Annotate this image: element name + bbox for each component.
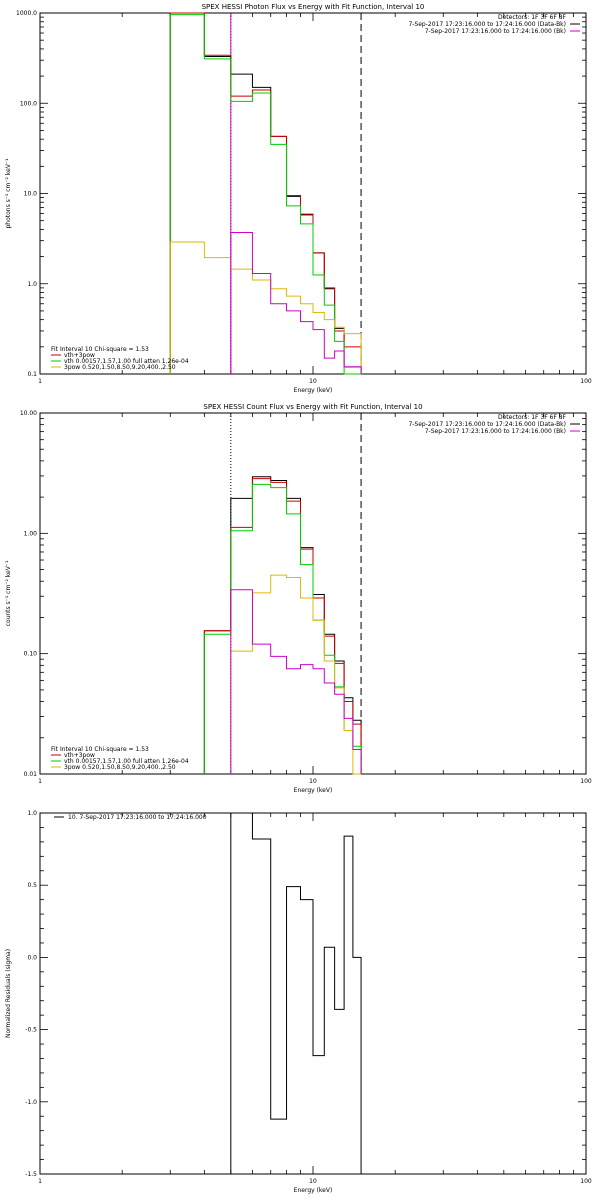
y-tick-label: 1.0 (27, 281, 37, 288)
y-tick-label: -0.5 (25, 1027, 37, 1034)
legend-label: Fit Interval 10 Chi-square = 1.53 (51, 746, 149, 753)
y-tick-label: 0.5 (27, 882, 37, 889)
y-tick-label: 1.00 (24, 530, 38, 537)
legend-label: 3pow 0.520,1.50,8.50,9.20,400.,2.50 (64, 364, 176, 371)
chart-title: SPEX HESSI Photon Flux vs Energy with Fi… (202, 3, 425, 11)
legend-label: 7-Sep-2017 17:23:16.000 to 17:24:16.000 … (408, 21, 566, 28)
series-vth-3pow (203, 478, 362, 774)
series-data-bk (203, 476, 362, 774)
x-tick-label: 100 (580, 778, 592, 785)
y-axis-label: photons s⁻¹ cm⁻² keV⁻¹ (5, 158, 12, 229)
y-tick-label: 10.00 (20, 410, 37, 417)
y-axis-label: Normalized Residuals (sigma) (5, 949, 12, 1038)
legend-label: vth 0.00157,1.57,1.00 full atten 1.26e-0… (64, 358, 189, 365)
y-tick-label: -1.0 (25, 1099, 37, 1106)
legend-label: 3pow 0.520,1.50,8.50,9.20,400.,2.50 (64, 764, 176, 771)
legend-label: vth+3pow (64, 352, 95, 359)
legend-label: 7-Sep-2017 17:23:16.000 to 17:24:16.000 … (425, 428, 566, 435)
y-axis-label: counts s⁻¹ cm⁻² keV⁻¹ (5, 560, 12, 626)
chart-panel-3: 1 10 100 Energy (keV) -1.5 -1.0 -0.5 0.0 0.5 1.0 N… (5, 810, 592, 1194)
y-tick-label: 0.0 (27, 954, 37, 961)
legend-label: Detectors: 1F 3F 6F 8F (498, 14, 567, 21)
x-tick-label: 10 (309, 1178, 317, 1185)
chart-panel-2: SPEX HESSI Count Flux vs Energy with Fit… (5, 403, 592, 794)
x-tick-label: 10 (309, 778, 317, 785)
series-3pow (230, 574, 362, 775)
legend-label: 7-Sep-2017 17:23:16.000 to 17:24:16.000 … (425, 28, 566, 35)
legend-label: vth 0.00157,1.57,1.00 full atten 1.26e-0… (64, 758, 189, 765)
x-axis-label: Energy (keV) (294, 387, 333, 394)
legend-label: 7-Sep-2017 17:23:16.000 to 17:24:16.000 … (408, 421, 566, 428)
plot-frame (39, 12, 587, 375)
series-3pow (169, 241, 362, 374)
y-tick-label: 10.0 (24, 191, 38, 198)
legend-label: vth+3pow (64, 752, 95, 759)
series-bk (230, 589, 362, 774)
y-tick-label: 0.01 (24, 771, 38, 778)
x-axis-label: Energy (keV) (294, 787, 333, 794)
series-residuals (230, 812, 362, 1174)
chart-panel-1: SPEX HESSI Photon Flux vs Energy with Fi… (5, 3, 592, 394)
x-tick-label: 1 (38, 778, 42, 785)
x-tick-label: 100 (580, 1178, 592, 1185)
chart-title: SPEX HESSI Count Flux vs Energy with Fit… (203, 403, 422, 411)
series-vth (169, 14, 362, 375)
y-tick-label: 1000.0 (16, 10, 37, 17)
series-vth (203, 483, 362, 774)
legend-label: Detectors: 1F 3F 6F 8F (498, 414, 567, 421)
y-tick-label: 0.1 (27, 371, 37, 378)
y-tick-label: -1.5 (25, 1171, 37, 1178)
y-tick-label: 1.0 (27, 810, 37, 817)
x-axis-label: Energy (keV) (294, 1187, 333, 1194)
y-tick-label: 0.10 (24, 651, 38, 658)
series-bk (230, 231, 362, 374)
legend-label: Fit Interval 10 Chi-square = 1.53 (51, 346, 149, 353)
y-tick-label: 100.0 (20, 100, 37, 107)
x-tick-label: 1 (38, 1178, 42, 1185)
x-tick-label: 1 (38, 378, 42, 385)
legend-label: 10. 7-Sep-2017 17:23:16.000 to 17:24:16.… (68, 814, 207, 821)
x-tick-label: 100 (580, 378, 592, 385)
x-tick-label: 10 (309, 378, 317, 385)
